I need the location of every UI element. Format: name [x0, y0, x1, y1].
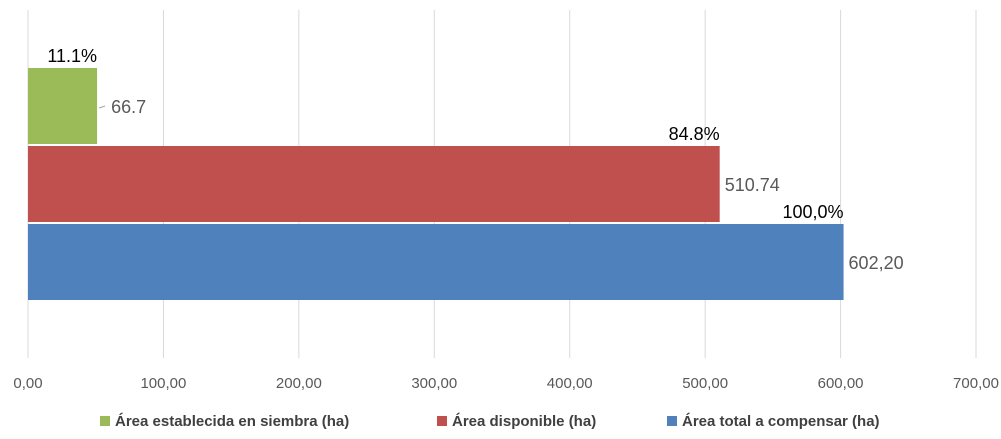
- x-tick-label: 500,00: [682, 375, 728, 392]
- x-tick-label: 200,00: [276, 375, 322, 392]
- percent-label: 84.8%: [669, 124, 720, 144]
- bar: [28, 146, 720, 222]
- percent-label: 11.1%: [47, 46, 97, 66]
- x-tick-label: 400,00: [547, 375, 593, 392]
- legend: Área establecida en siembra (ha) Área dis…: [100, 413, 880, 430]
- leader-line: [98, 105, 106, 109]
- x-tick-label: 700,00: [953, 375, 999, 392]
- percent-label: 100,0%: [782, 202, 843, 222]
- value-label: 66.7: [111, 97, 146, 117]
- value-label: 602,20: [849, 253, 904, 273]
- legend-label: Área disponible (ha): [452, 413, 596, 430]
- x-tick-label: 100,00: [140, 375, 186, 392]
- bar: [28, 224, 844, 300]
- x-tick-label: 300,00: [411, 375, 457, 392]
- legend-label: Área total a compensar (ha): [682, 413, 880, 430]
- x-axis-tick-labels: 0,00 100,00 200,00 300,00 400,00 500,00 600,00…: [13, 375, 999, 392]
- bar: [28, 68, 98, 144]
- legend-swatch: [437, 416, 447, 426]
- x-tick-label: 600,00: [818, 375, 864, 392]
- value-label: 510.74: [725, 175, 780, 195]
- legend-swatch: [100, 416, 110, 426]
- legend-swatch: [667, 416, 677, 426]
- x-tick-label: 0,00: [13, 375, 42, 392]
- legend-label: Área establecida en siembra (ha): [115, 413, 349, 430]
